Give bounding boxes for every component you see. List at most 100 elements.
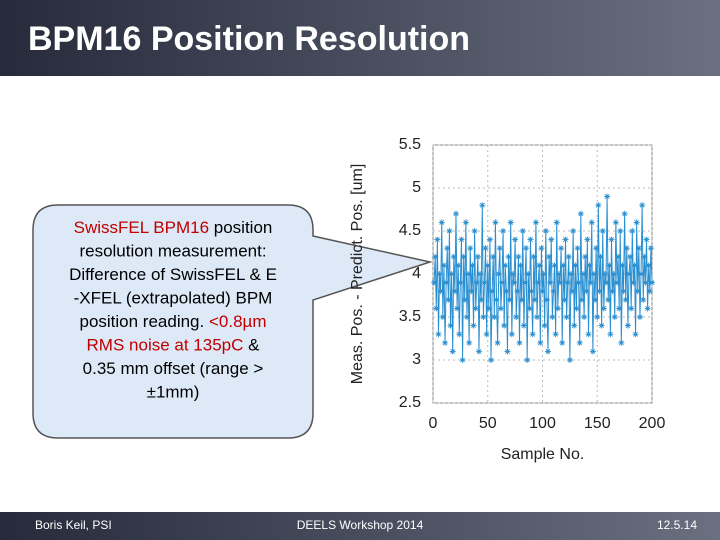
point-marker	[626, 271, 633, 277]
point-marker	[474, 253, 481, 260]
y-tick-label: 3	[412, 351, 421, 368]
y-tick-label: 5.5	[399, 136, 421, 153]
point-marker	[585, 331, 592, 338]
point-marker	[478, 296, 485, 303]
point-marker	[596, 288, 603, 295]
point-marker	[630, 279, 637, 286]
point-marker	[536, 262, 543, 269]
callout-line: SwissFEL BPM16 position	[74, 218, 273, 237]
point-marker	[580, 271, 587, 277]
footer-right: 12.5.14	[657, 518, 697, 532]
point-marker	[549, 314, 556, 320]
point-marker	[503, 288, 510, 295]
point-marker	[472, 305, 479, 312]
x-tick-label: 100	[529, 415, 556, 432]
callout-segment: SwissFEL BPM16	[74, 218, 209, 237]
point-marker	[500, 228, 507, 234]
point-marker	[635, 245, 642, 252]
point-marker	[557, 279, 564, 286]
point-marker	[633, 219, 640, 226]
point-marker	[519, 228, 526, 234]
point-marker	[631, 262, 638, 269]
point-marker	[523, 245, 530, 252]
point-marker	[592, 296, 599, 303]
point-marker	[616, 305, 623, 312]
point-marker	[619, 262, 626, 269]
point-marker	[577, 210, 584, 217]
point-marker	[615, 253, 622, 260]
point-marker	[490, 253, 497, 260]
point-marker	[627, 253, 634, 260]
point-marker	[466, 339, 473, 346]
x-axis-label: Sample No.	[501, 446, 585, 463]
y-tick-label: 4	[412, 265, 421, 282]
point-marker	[473, 279, 480, 286]
callout-segment: <0.8µm	[209, 312, 267, 331]
point-marker	[634, 288, 641, 295]
point-marker	[643, 236, 650, 243]
point-marker	[518, 296, 525, 303]
point-marker	[483, 331, 490, 338]
point-marker	[573, 305, 580, 312]
callout-segment: &	[243, 336, 260, 355]
point-marker	[612, 219, 619, 226]
point-marker	[609, 288, 616, 295]
point-marker	[604, 193, 611, 200]
point-marker	[584, 236, 591, 243]
point-marker	[484, 262, 491, 269]
point-marker	[607, 331, 614, 338]
point-marker	[460, 253, 467, 260]
point-marker	[628, 305, 635, 312]
point-marker	[515, 253, 522, 260]
point-marker	[603, 279, 610, 286]
callout-segment: -XFEL (extrapolated) BPM	[74, 289, 273, 308]
x-tick-label: 150	[584, 415, 611, 432]
point-marker	[639, 202, 646, 209]
callout-segment: ±1mm)	[147, 383, 200, 402]
point-marker	[517, 262, 524, 269]
callout-line: -XFEL (extrapolated) BPM	[74, 289, 273, 308]
point-marker	[435, 331, 442, 338]
point-marker	[494, 339, 501, 346]
point-marker	[560, 262, 567, 269]
point-marker	[564, 279, 571, 286]
point-marker	[550, 288, 557, 295]
point-marker	[645, 262, 652, 269]
point-marker	[620, 288, 627, 295]
point-marker	[475, 348, 482, 355]
point-marker	[495, 271, 502, 277]
y-tick-label: 4.5	[399, 222, 421, 239]
point-marker	[507, 219, 514, 226]
point-marker	[491, 314, 498, 320]
point-marker	[555, 271, 562, 277]
point-marker	[527, 236, 534, 243]
point-marker	[561, 296, 568, 303]
point-marker	[432, 253, 439, 260]
point-marker	[436, 271, 443, 277]
point-marker	[465, 271, 472, 277]
point-marker	[457, 279, 464, 286]
point-marker	[431, 279, 438, 286]
series-line	[433, 196, 653, 361]
point-marker	[601, 271, 608, 277]
point-marker	[444, 245, 451, 252]
point-marker	[504, 348, 511, 355]
point-marker	[569, 288, 576, 295]
point-marker	[618, 339, 625, 346]
point-marker	[629, 228, 636, 234]
point-marker	[434, 236, 441, 243]
point-marker	[502, 262, 509, 269]
point-marker	[452, 210, 459, 217]
y-axis-label: Meas. Pos. - Predict. Pos. [um]	[349, 164, 366, 385]
point-marker	[538, 245, 545, 252]
footer-center: DEELS Workshop 2014	[297, 518, 424, 532]
point-marker	[463, 314, 470, 320]
point-marker	[471, 228, 478, 234]
point-marker	[489, 288, 496, 295]
point-marker	[493, 296, 500, 303]
point-marker	[565, 253, 572, 260]
point-marker	[587, 279, 594, 286]
point-marker	[597, 253, 604, 260]
point-marker	[562, 236, 569, 243]
